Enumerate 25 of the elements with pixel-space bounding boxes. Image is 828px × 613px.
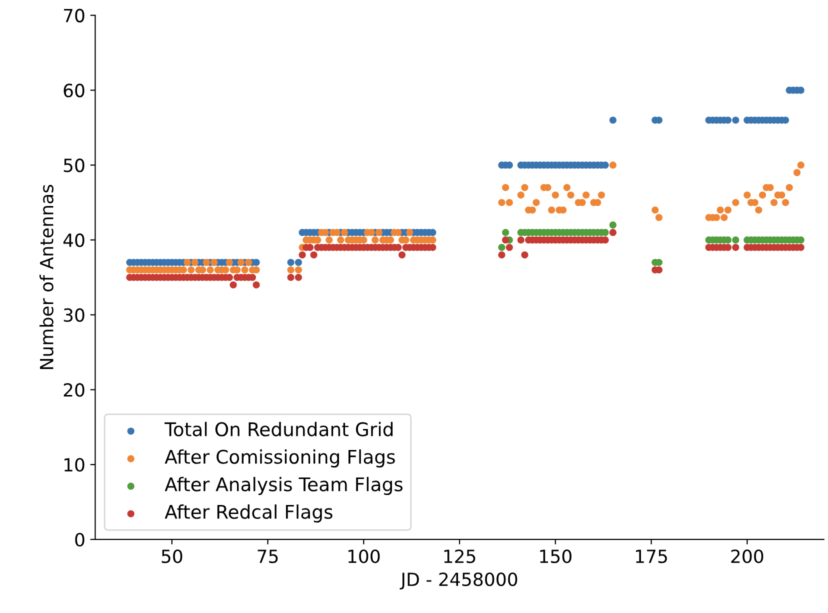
legend-label: After Analysis Team Flags xyxy=(164,476,403,496)
legend-label: After Redcal Flags xyxy=(164,504,332,523)
legend-label: Total On Redundant Grid xyxy=(164,422,393,436)
x-tick-label: 125 xyxy=(444,549,476,564)
x-tick-label: 50 xyxy=(162,549,182,564)
x-tick-label: 150 xyxy=(540,549,572,564)
y-axis-title: Number of Antennas xyxy=(39,184,54,369)
y-tick-label: 10 xyxy=(64,458,84,472)
x-axis-title: JD - 2458000 xyxy=(400,572,518,590)
point xyxy=(609,221,616,229)
x-tick-label: 100 xyxy=(348,549,380,564)
point xyxy=(502,228,510,236)
legend-label: After Comissioning Flags xyxy=(164,449,395,468)
y-tick-label: 30 xyxy=(64,308,84,322)
y-tick-label: 40 xyxy=(63,233,84,248)
y-tick-label: 70 xyxy=(64,8,84,22)
y-tick-label: 20 xyxy=(64,383,84,397)
x-tick-label: 175 xyxy=(636,550,667,564)
point xyxy=(498,244,506,251)
x-tick-label: 75 xyxy=(258,550,278,564)
y-tick-label: 60 xyxy=(64,84,84,98)
point xyxy=(732,236,740,244)
y-tick-label: 50 xyxy=(64,158,84,172)
x-tick-label: 200 xyxy=(731,549,764,564)
y-tick-label: 0 xyxy=(75,532,84,547)
